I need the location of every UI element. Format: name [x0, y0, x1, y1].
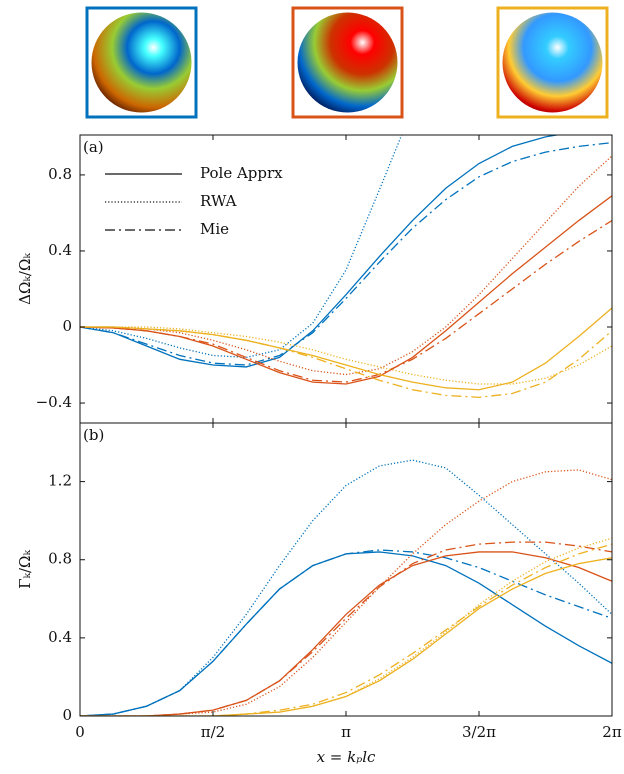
panel-label: (a) [83, 138, 104, 156]
thumb-frame [496, 6, 609, 119]
y-axis-label: Γₖ/Ωₖ [16, 550, 34, 589]
x-tick-label: π [341, 723, 351, 741]
curve [80, 326, 612, 385]
sphere-image [297, 12, 398, 113]
y-axis-label: ΔΩₖ/Ωₖ [16, 253, 34, 305]
y-tick-label: 1.2 [48, 472, 72, 490]
curve [80, 557, 612, 716]
legend-label: Pole Apprx [200, 164, 283, 182]
curve [80, 155, 612, 376]
legend-label: RWA [200, 192, 237, 210]
x-tick-label: π/2 [201, 723, 225, 741]
y-tick-label: 0.4 [48, 628, 72, 646]
curve [80, 541, 612, 716]
legend-label: Mie [200, 220, 229, 238]
y-tick-label: 0.4 [48, 241, 72, 259]
curve [80, 543, 612, 716]
curve [80, 469, 612, 716]
x-tick-label: 3/2π [462, 723, 496, 741]
curve [80, 326, 612, 398]
y-tick-label: 0.8 [48, 550, 72, 568]
x-axis-label: x = kₚlc [317, 748, 376, 766]
curve [80, 195, 612, 385]
panel-label: (b) [83, 426, 104, 444]
curve [80, 135, 403, 359]
x-tick-label: 0 [75, 723, 85, 741]
curve [80, 551, 612, 716]
curve [80, 551, 612, 716]
y-tick-label: 0 [62, 317, 72, 335]
plot-frame [79, 134, 613, 424]
curve [80, 135, 561, 368]
y-tick-label: 0 [62, 706, 72, 724]
thumb-frame [85, 6, 198, 119]
sphere-image [502, 12, 603, 113]
curve [80, 141, 612, 366]
thumb-frame [291, 6, 404, 119]
curve [80, 549, 612, 716]
y-tick-label: 0.8 [48, 165, 72, 183]
x-tick-label: 2π [602, 723, 622, 741]
curve [80, 537, 612, 716]
curve [80, 219, 612, 383]
sphere-image [91, 12, 192, 113]
curve [80, 459, 612, 716]
y-tick-label: −0.4 [36, 393, 72, 411]
